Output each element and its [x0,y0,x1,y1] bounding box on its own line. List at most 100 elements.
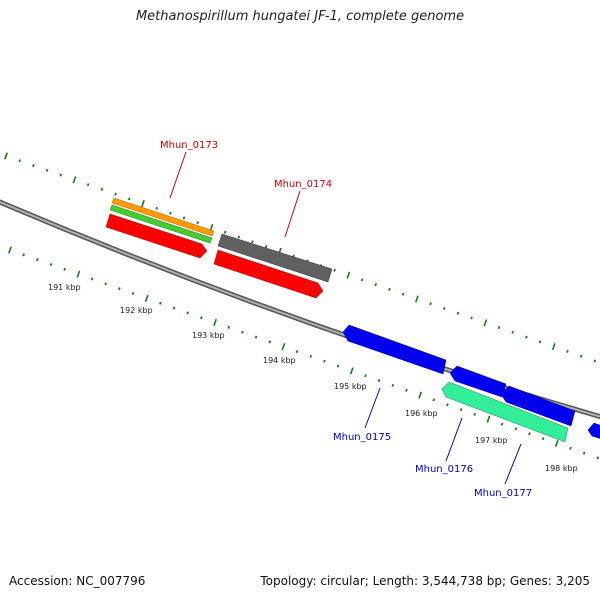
minor-tick [182,216,186,220]
minor-tick [405,388,408,392]
minor-tick [360,278,364,282]
leader-line [504,443,522,485]
minor-tick [525,335,528,339]
minor-tick [49,263,53,266]
scale-label: 192 kbp [120,306,153,315]
gene-teal[interactable] [441,381,569,443]
tick-row-bottom [8,246,600,460]
minor-tick [251,240,254,244]
minor-tick [86,183,90,187]
minor-tick [268,340,272,344]
minor-tick [566,349,569,353]
scale-label: 196 kbp [405,409,438,418]
minor-tick [254,335,258,339]
gene-label-leaders [169,151,522,485]
minor-tick [528,432,531,436]
gene-label[interactable]: Mhun_0176 [415,464,473,475]
minor-tick [36,258,39,262]
minor-tick [432,398,436,402]
minor-tick [241,330,244,334]
gene-labels: Mhun_0173 Mhun_0174 Mhun_0175 Mhun_0176 … [160,140,532,499]
minor-tick [32,164,35,168]
leader-line [445,417,463,462]
minor-tick [131,291,135,296]
scale-label: 197 kbp [475,436,508,445]
scale-label: 193 kbp [192,331,225,340]
minor-tick [309,354,313,358]
gene-label[interactable]: Mhun_0175 [333,432,391,443]
leader-line [284,190,301,238]
gene-label[interactable]: Mhun_0173 [160,140,218,151]
scale-label: 198 kbp [545,464,578,473]
minor-tick [186,311,189,315]
gene-blue-3[interactable] [500,385,576,427]
minor-tick [295,349,299,354]
gene-green[interactable] [109,204,213,244]
major-tick [144,294,149,302]
minor-tick [459,408,463,412]
scale-labels: 191 kbp 192 kbp 193 kbp 194 kbp 195 kbp … [48,283,578,473]
minor-tick [155,206,158,210]
minor-tick [45,168,49,172]
minor-tick [237,235,241,239]
minor-tick [223,230,227,234]
minor-tick [227,325,231,329]
minor-tick [18,159,21,163]
minor-tick [473,412,477,416]
minor-tick [569,446,572,450]
minor-tick [582,451,586,455]
minor-tick [127,197,131,201]
minor-tick [401,292,405,296]
major-tick [349,367,354,375]
major-tick [418,391,423,399]
minor-tick [104,282,107,286]
minor-tick [470,316,473,320]
minor-tick [429,302,432,306]
major-tick [72,176,77,184]
major-tick [281,343,286,351]
minor-tick [100,187,104,191]
scale-label: 191 kbp [48,283,81,292]
genome-backbone-highlight [0,201,600,418]
minor-tick [169,211,172,215]
minor-tick [159,301,162,305]
minor-tick [118,287,121,291]
accession-text: Accession: NC_007796 [9,574,146,588]
gene-blue-4[interactable] [587,422,600,440]
minor-tick [511,330,514,334]
minor-tick [323,359,326,363]
minor-tick [388,287,391,292]
minor-tick [541,437,545,441]
gene-label[interactable]: Mhun_0174 [274,179,332,190]
gene-blue-2[interactable] [449,365,507,398]
minor-tick [593,359,597,363]
major-tick [8,246,12,254]
gene-red-2[interactable] [213,249,324,299]
major-tick [4,152,8,160]
major-tick [551,343,556,351]
minor-tick [364,374,367,378]
major-tick [483,319,488,327]
gene-blue-1[interactable] [342,324,447,375]
minor-tick [333,268,336,272]
gene-label[interactable]: Mhun_0177 [474,488,532,499]
major-tick [346,271,351,279]
major-tick [141,200,145,208]
minor-tick [579,354,583,358]
minor-tick [264,245,268,249]
minor-tick [500,422,504,426]
minor-tick [172,306,176,310]
major-tick [554,439,559,447]
minor-tick [377,379,381,383]
gene-gray[interactable] [217,233,333,283]
genome-backbone [0,199,600,420]
gene-red-1[interactable] [105,213,208,259]
minor-tick [200,316,203,320]
minor-tick [114,192,117,196]
leader-line [169,151,187,199]
gene-orange[interactable] [111,197,215,237]
minor-tick [442,306,446,311]
major-tick [486,415,491,423]
minor-tick [59,173,63,177]
